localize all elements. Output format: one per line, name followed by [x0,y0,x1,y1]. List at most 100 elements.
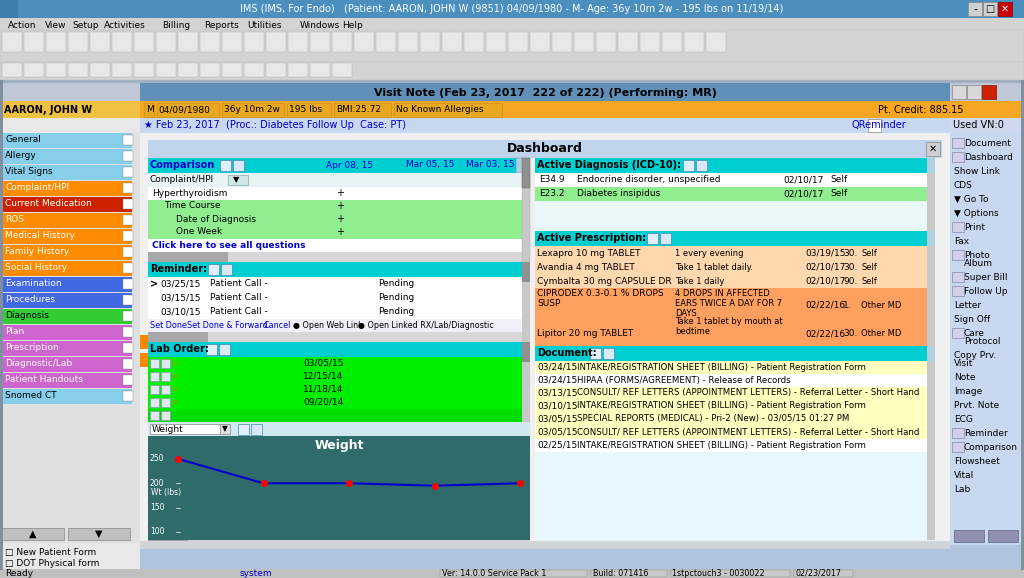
Text: □ New Patient Form: □ New Patient Form [5,547,96,557]
Bar [950,133,1024,545]
Bar [952,138,964,148]
Text: INTAKE/REGISTRATION SHEET (BILLING) - Patient Registration Form: INTAKE/REGISTRATION SHEET (BILLING) - Pa… [577,362,866,372]
Text: 09/20/14: 09/20/14 [303,398,343,406]
Bar [535,413,935,426]
Text: 02/10/17: 02/10/17 [783,190,823,198]
Text: One Week: One Week [176,228,222,236]
Text: Letter: Letter [954,301,981,309]
Text: Prescription: Prescription [5,343,58,353]
Bar [244,32,264,52]
Bar [148,383,530,396]
Bar [46,63,66,77]
Text: EARS TWICE A DAY FOR 7: EARS TWICE A DAY FOR 7 [675,298,782,307]
Bar [2,63,22,77]
Text: Lab Order:: Lab Order: [150,344,209,354]
Bar [535,201,935,231]
Bar [148,226,530,239]
Text: 02/25/15: 02/25/15 [537,440,578,450]
Bar [0,0,1024,18]
Text: Setup: Setup [72,20,98,29]
Text: QReminder: QReminder [852,120,906,130]
Bar [150,424,225,434]
Bar [0,133,140,545]
Text: ▼: ▼ [95,529,102,539]
Bar [618,32,638,52]
Bar [522,158,530,188]
Bar [2,197,132,212]
Bar [2,149,132,164]
Text: 03/05/15: 03/05/15 [537,428,578,436]
Text: +: + [336,227,344,237]
Text: Document:: Document: [537,348,597,358]
Bar [2,32,22,52]
Text: Active Prescription:: Active Prescription: [537,233,646,243]
Text: 02/10/17: 02/10/17 [783,176,823,184]
Bar [287,103,332,117]
Bar [954,530,984,542]
Text: 1 every evening: 1 every evening [675,249,743,258]
Bar [683,160,694,171]
Bar [0,80,1024,83]
Text: Reminder: Reminder [964,428,1008,438]
Bar [464,32,484,52]
Bar [233,160,244,171]
Text: Social History: Social History [5,264,68,272]
Bar [603,348,614,359]
Text: Used VN:0: Used VN:0 [953,120,1004,130]
Text: Diabetes insipidus: Diabetes insipidus [577,190,660,198]
Text: ● Open Web Link: ● Open Web Link [293,320,362,329]
Text: Build: 071416: Build: 071416 [593,569,648,577]
Text: Take 1 daily: Take 1 daily [675,276,724,286]
Bar [148,140,942,158]
Text: Complaint/HPI: Complaint/HPI [5,183,70,192]
Bar [222,103,284,117]
Bar [335,103,390,117]
Bar [2,373,132,388]
Bar [123,327,133,337]
Bar [1021,80,1024,570]
Bar [46,32,66,52]
Bar [420,32,440,52]
Text: Lexapro 10 mg TABLET: Lexapro 10 mg TABLET [537,249,640,258]
Bar [516,158,523,173]
Text: o: o [173,399,177,405]
Text: Help: Help [342,20,362,29]
Text: 12/15/14: 12/15/14 [303,372,343,380]
Bar [148,252,228,262]
Text: Follow Up: Follow Up [964,287,1008,295]
Text: 03/10/15: 03/10/15 [160,307,201,317]
Text: Ready: Ready [5,569,33,577]
Text: 1stpctouch3 - 0030022: 1stpctouch3 - 0030022 [673,569,765,577]
Text: Protocol: Protocol [964,336,1000,346]
Bar [123,247,133,257]
Bar [148,540,530,548]
Text: SPECIAL REPORTS (MEDICAL) - Pri-2 (New) - 03/05/15 01:27 PM: SPECIAL REPORTS (MEDICAL) - Pri-2 (New) … [577,414,849,424]
Bar [148,262,530,277]
Bar [0,83,1024,103]
Text: 03/24/15: 03/24/15 [537,362,578,372]
Text: Action: Action [8,20,37,29]
Text: Take 1 tablet daily.: Take 1 tablet daily. [675,262,753,272]
Text: Show Link: Show Link [954,166,999,176]
Bar [535,322,935,346]
Text: Self: Self [830,190,847,198]
Text: 03/13/15: 03/13/15 [537,388,578,398]
Bar [535,158,935,173]
Text: Hyperthyroidism: Hyperthyroidism [152,188,227,198]
Bar [148,540,188,548]
Bar [927,231,935,246]
Text: 11/18/14: 11/18/14 [303,384,343,394]
Bar [148,173,530,187]
Bar [671,570,790,577]
Text: Family History: Family History [5,247,70,257]
Bar [442,32,462,52]
Bar [596,32,616,52]
Bar [927,361,935,540]
Text: 30.: 30. [843,262,857,272]
Text: 4 DROPS IN AFFECTED: 4 DROPS IN AFFECTED [675,288,770,298]
Bar [161,385,170,394]
Bar [140,353,148,367]
Bar [332,63,352,77]
Bar [522,262,530,342]
Bar [398,32,418,52]
